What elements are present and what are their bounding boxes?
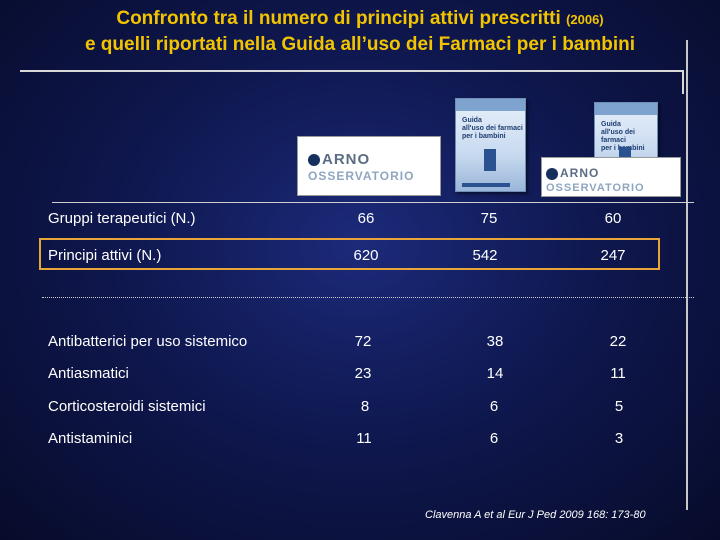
guide-book-1: Guida all'uso dei farmaci per i bambini <box>455 98 526 192</box>
value-guide: 38 <box>486 333 504 350</box>
value-arno-guide: 5 <box>614 398 624 415</box>
row-label: Principi attivi (N.) <box>48 247 162 264</box>
slide-title: Confronto tra il numero di principi atti… <box>0 6 720 57</box>
highlight-box <box>39 238 660 270</box>
value-arno: 11 <box>356 430 372 447</box>
value-arno-guide: 247 <box>600 247 626 264</box>
summary-row-active-ingredients: Principi attivi (N.) 620 542 247 <box>0 247 720 271</box>
summary-row-therapeutic-groups: Gruppi terapeutici (N.) 66 75 60 <box>0 210 720 234</box>
value-guide: 14 <box>486 365 504 382</box>
arno-logo-1-text: ARNO OSSERVATORIO <box>308 151 414 183</box>
detail-row-corticosteroids: Corticosteroidi sistemici 8 6 5 <box>0 398 720 422</box>
arno-logo-2: ARNO OSSERVATORIO <box>541 157 681 197</box>
title-line-1-main: Confronto tra il numero di principi atti… <box>116 8 567 29</box>
value-arno: 72 <box>354 333 372 350</box>
value-arno-guide: 11 <box>610 365 626 382</box>
value-guide: 542 <box>472 247 498 264</box>
value-guide: 6 <box>489 398 499 415</box>
title-rule <box>20 70 682 72</box>
guide-book-2-band <box>595 103 657 115</box>
source-citation: Clavenna A et al Eur J Ped 2009 168: 173… <box>425 509 646 521</box>
value-arno: 8 <box>360 398 370 415</box>
arno-logo-2-bottom: OSSERVATORIO <box>546 182 645 194</box>
detail-row-antihistamines: Antistaminici 11 6 3 <box>0 430 720 454</box>
title-line-2: e quelli riportati nella Guida all’uso d… <box>84 34 636 55</box>
guide-book-1-footer <box>462 183 511 187</box>
vertical-rule <box>686 40 688 510</box>
row-label: Gruppi terapeutici (N.) <box>48 210 196 227</box>
row-label: Corticosteroidi sistemici <box>48 398 206 415</box>
value-arno-guide: 3 <box>614 430 624 447</box>
row-label: Antistaminici <box>48 430 133 447</box>
arno-logo-1-dot <box>308 154 320 167</box>
value-arno-guide: 60 <box>604 210 622 227</box>
title-rule-corner <box>682 70 684 94</box>
arno-logo-1-bottom: OSSERVATORIO <box>308 169 415 183</box>
guide-book-1-band <box>456 99 525 111</box>
arno-logo-1-top: ARNO <box>322 151 371 168</box>
row-label: Antibatterici per uso sistemico <box>48 333 248 350</box>
value-arno: 23 <box>354 365 372 382</box>
value-guide: 6 <box>489 430 499 447</box>
header-separator <box>52 202 694 203</box>
row-label: Antiasmatici <box>48 365 129 382</box>
value-guide: 75 <box>480 210 498 227</box>
dotted-separator <box>42 297 694 298</box>
value-arno-guide: 22 <box>609 333 627 350</box>
value-arno: 620 <box>353 247 379 264</box>
detail-row-antibacterials: Antibatterici per uso sistemico 72 38 22 <box>0 333 720 357</box>
value-arno: 66 <box>357 210 375 227</box>
guide-book-1-title: Guida all'uso dei farmaci per i bambini <box>462 117 523 140</box>
arno-logo-2-dot <box>546 167 558 180</box>
arno-logo-2-text: ARNO OSSERVATORIO <box>546 164 645 194</box>
detail-row-antiasthmatics: Antiasmatici 23 14 11 <box>0 365 720 389</box>
arno-logo-2-top: ARNO <box>560 166 600 180</box>
title-line-1: Confronto tra il numero di principi atti… <box>0 6 720 32</box>
guide-book-1-emblem <box>484 149 496 171</box>
arno-logo-1: ARNO OSSERVATORIO <box>297 136 441 196</box>
title-year: (2006) <box>566 12 604 27</box>
